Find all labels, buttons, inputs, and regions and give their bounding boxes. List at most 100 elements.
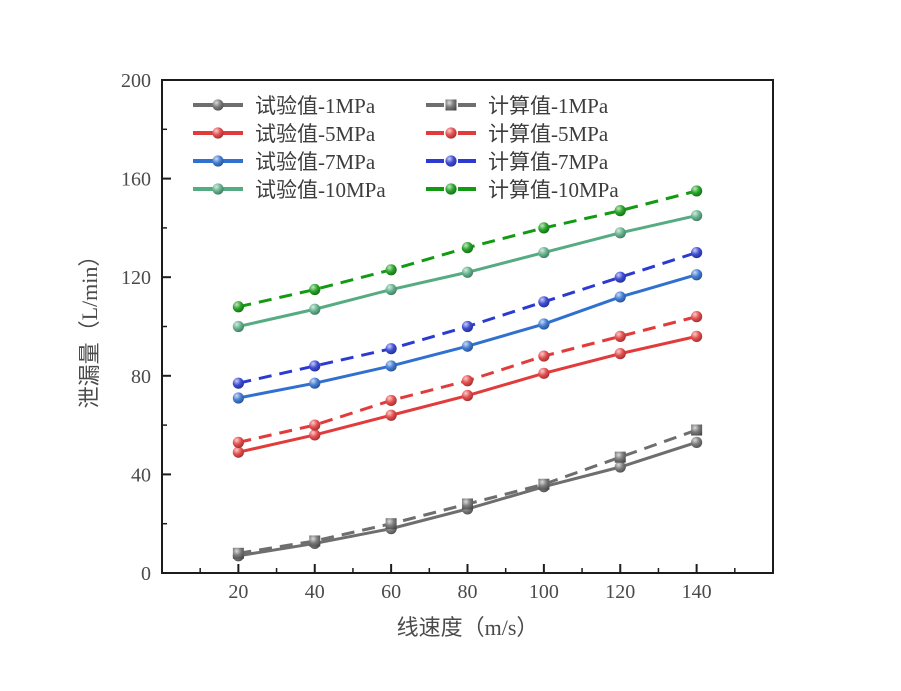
data-point-circle-marker — [232, 446, 244, 458]
data-point-circle-marker — [461, 320, 474, 333]
data-point-circle-marker — [614, 291, 626, 303]
data-point-circle-marker — [309, 419, 321, 431]
legend-label: 试验值-10MPa — [255, 178, 386, 202]
data-point-circle-marker — [232, 392, 244, 404]
legend-item-计算值-5MPa: 计算值-5MPa — [426, 122, 609, 146]
legend-label: 计算值-10MPa — [488, 178, 619, 202]
y-tick-label: 120 — [121, 267, 151, 289]
data-point-circle-marker — [614, 227, 626, 239]
data-point-circle-marker — [691, 246, 703, 259]
data-point-circle-marker — [309, 429, 321, 441]
data-point-circle-marker — [614, 271, 626, 283]
data-point-circle-marker — [232, 436, 244, 448]
legend-item-计算值-7MPa: 计算值-7MPa — [426, 150, 609, 174]
data-point-circle-marker — [309, 377, 321, 389]
data-point-circle-marker — [385, 394, 397, 407]
data-point-circle-marker — [232, 301, 244, 313]
series-计算值-7MPa — [232, 246, 703, 389]
legend-circle-marker — [445, 127, 457, 139]
legend-circle-marker — [212, 155, 224, 167]
series-计算值-10MPa — [232, 185, 703, 313]
legend-item-试验值-5MPa: 试验值-5MPa — [193, 122, 376, 146]
series-计算值-1MPa — [232, 424, 703, 559]
legend-label: 试验值-7MPa — [255, 150, 376, 174]
data-point-circle-marker — [691, 311, 703, 323]
data-point-square-marker — [538, 478, 550, 490]
data-point-square-marker — [462, 498, 473, 510]
x-tick-label: 120 — [605, 581, 635, 603]
x-tick-label: 40 — [305, 581, 325, 603]
legend-label: 试验值-1MPa — [255, 94, 376, 118]
legend-label: 计算值-1MPa — [488, 94, 609, 118]
data-point-square-marker — [614, 451, 626, 463]
data-point-circle-marker — [691, 185, 703, 197]
data-point-circle-marker — [385, 409, 397, 421]
data-point-circle-marker — [691, 436, 703, 448]
legend-circle-marker — [445, 183, 457, 195]
legend-item-试验值-1MPa: 试验值-1MPa — [193, 94, 376, 118]
data-point-circle-marker — [538, 367, 550, 379]
x-tick-label: 80 — [458, 581, 478, 603]
y-tick-label: 0 — [141, 563, 151, 585]
series-试验值-7MPa — [232, 269, 703, 404]
data-point-circle-marker — [309, 303, 321, 315]
legend-circle-marker — [445, 155, 457, 167]
legend-label: 试验值-5MPa — [255, 122, 376, 146]
data-point-circle-marker — [385, 343, 397, 355]
series-试验值-5MPa — [232, 330, 703, 458]
data-point-circle-marker — [538, 296, 550, 308]
legend-circle-marker — [212, 183, 224, 195]
series-line — [238, 428, 698, 555]
x-axis-title: 线速度（m/s） — [397, 615, 539, 640]
legend-square-marker — [445, 99, 457, 111]
data-point-circle-marker — [614, 348, 626, 360]
legend-item-试验值-10MPa: 试验值-10MPa — [193, 178, 386, 202]
legend: 试验值-1MPa 计算值-1MPa 试验值-5MPa 计算值-5MPa 试验值-7MPa… — [193, 94, 619, 202]
data-point-circle-marker — [232, 320, 244, 333]
legend-label: 计算值-7MPa — [488, 150, 609, 174]
data-point-circle-marker — [461, 340, 474, 352]
data-point-circle-marker — [385, 264, 397, 276]
legend-item-计算值-1MPa: 计算值-1MPa — [426, 94, 609, 118]
data-point-circle-marker — [385, 360, 397, 372]
y-tick-label: 160 — [121, 169, 151, 191]
data-point-circle-marker — [538, 350, 550, 362]
data-point-circle-marker — [461, 242, 474, 254]
legend-circle-marker — [212, 99, 224, 111]
legend-circle-marker — [212, 127, 224, 139]
data-point-circle-marker — [461, 375, 474, 387]
data-point-circle-marker — [691, 209, 703, 222]
data-point-square-marker — [309, 535, 321, 547]
data-point-circle-marker — [461, 266, 474, 278]
data-point-circle-marker — [538, 318, 550, 330]
data-point-circle-marker — [614, 461, 626, 473]
data-point-circle-marker — [538, 222, 550, 234]
data-point-circle-marker — [385, 283, 397, 296]
data-point-circle-marker — [691, 330, 703, 342]
legend-item-试验值-7MPa: 试验值-7MPa — [193, 150, 376, 174]
data-point-circle-marker — [309, 283, 321, 296]
series-计算值-5MPa — [232, 311, 703, 448]
data-point-circle-marker — [691, 269, 703, 281]
x-tick-label: 140 — [682, 581, 712, 603]
data-point-circle-marker — [309, 360, 321, 372]
y-tick-label: 40 — [131, 464, 151, 486]
data-point-circle-marker — [538, 246, 550, 259]
data-point-circle-marker — [614, 205, 626, 217]
axis-ticks: 20 40 60 80 100 120 140 0 40 80 120 160 200 — [121, 70, 736, 603]
x-tick-label: 60 — [381, 581, 401, 603]
x-tick-label: 20 — [228, 581, 248, 603]
data-point-square-marker — [385, 518, 397, 530]
data-point-square-marker — [691, 424, 703, 436]
data-point-circle-marker — [232, 377, 244, 389]
data-point-circle-marker — [614, 330, 626, 342]
y-axis-title: 泄漏量（L/min） — [77, 245, 102, 409]
y-tick-label: 80 — [131, 366, 151, 388]
y-tick-label: 200 — [121, 70, 151, 92]
legend-item-计算值-10MPa: 计算值-10MPa — [426, 178, 619, 202]
series-试验值-10MPa — [232, 209, 703, 333]
data-point-circle-marker — [461, 389, 474, 402]
x-tick-label: 100 — [529, 581, 559, 603]
